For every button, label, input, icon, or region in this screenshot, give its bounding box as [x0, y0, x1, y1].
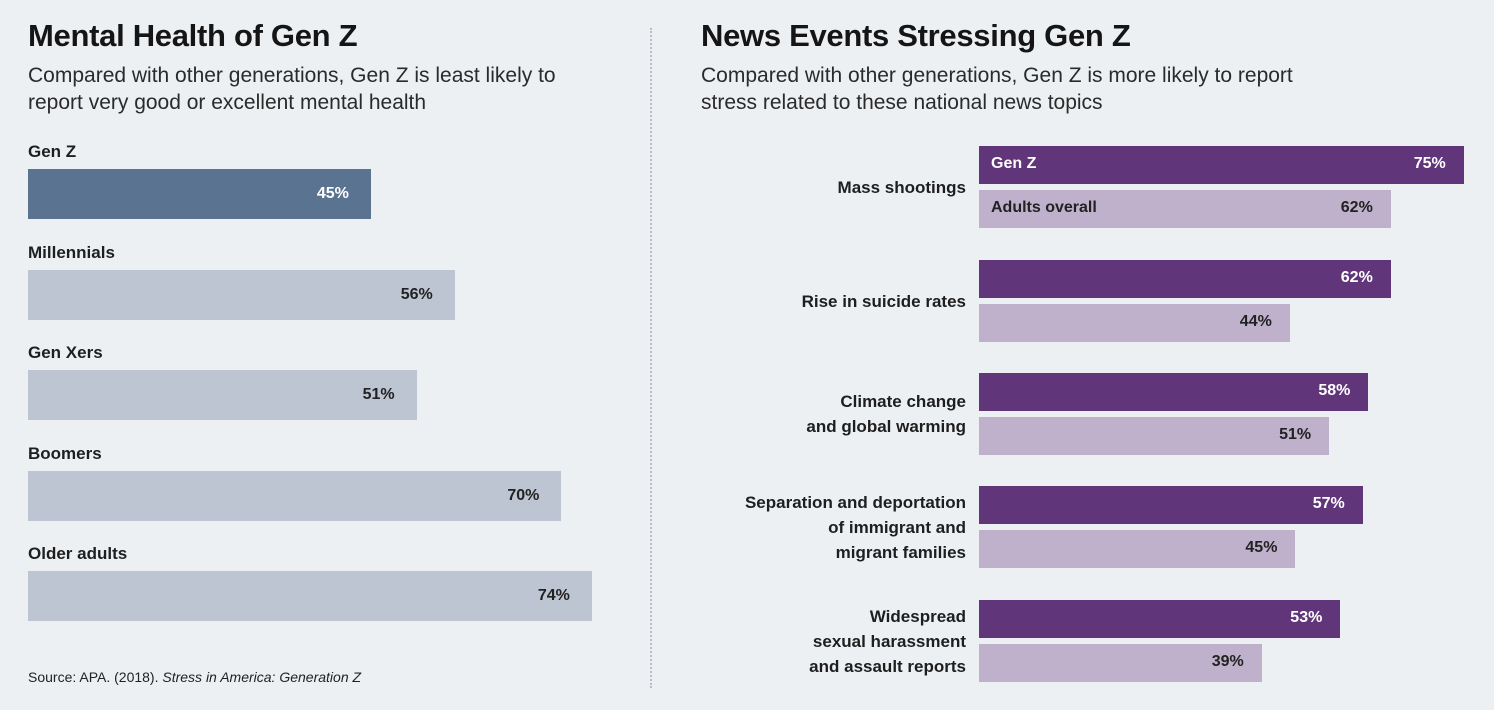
bar-adults-overall: 62% Adults overall [979, 190, 1391, 228]
bar-3: 70% [28, 470, 562, 521]
value-label: 44% [1239, 313, 1272, 330]
value-label: 39% [1211, 653, 1244, 670]
value-label: 62% [1340, 199, 1373, 216]
value-label: 62% [1340, 269, 1373, 286]
category-label: Boomers [28, 443, 102, 463]
category-label: Gen Xers [28, 343, 103, 362]
value-label: 45% [1245, 539, 1278, 556]
value-label: 51% [1279, 426, 1312, 443]
legend-label: Gen Z [991, 155, 1037, 172]
right-chart-subtitle: Compared with other generations, Gen Z i… [701, 64, 1293, 114]
left-chart-title: Mental Health of Gen Z [28, 18, 358, 53]
bar-1: 56% [28, 269, 455, 320]
bar-gen-z: 53% [979, 600, 1341, 638]
value-label: 75% [1413, 155, 1446, 172]
legend-label: Adults overall [991, 199, 1097, 216]
bar-adults-overall: 44% [979, 304, 1290, 342]
value-label: 74% [537, 587, 570, 604]
value-label: 70% [507, 486, 540, 504]
bar-gen-z: 62% [979, 260, 1391, 298]
category-label: Millennials [28, 242, 115, 262]
value-label: 58% [1318, 382, 1351, 399]
value-label: 45% [316, 185, 349, 202]
category-label: Older adults [28, 544, 128, 563]
left-chart-subtitle: Compared with other generations, Gen Z i… [28, 64, 556, 114]
bar-4: 74% [28, 571, 592, 621]
category-label: Climate change and global warming [806, 392, 966, 436]
source-note: Source: APA. (2018). Stress in America: … [28, 669, 361, 685]
value-label: 51% [362, 386, 395, 403]
bar-gen-z: 57% [979, 486, 1363, 524]
category-label: Gen Z [28, 142, 77, 161]
bar-adults-overall: 51% [979, 417, 1330, 455]
source-title: Stress in America: Generation Z [162, 669, 362, 685]
source-prefix: Source: APA. (2018). [28, 669, 163, 685]
bar-adults-overall: 39% [979, 644, 1262, 682]
bar-2: 51% [28, 370, 417, 420]
value-label: 53% [1290, 609, 1323, 626]
bar-adults-overall: 45% [979, 530, 1296, 568]
category-label: Widespread sexual harassment and assault… [809, 606, 966, 676]
category-label: Rise in suicide rates [801, 291, 966, 311]
divider [650, 28, 652, 688]
bar-0: 45% [28, 169, 371, 219]
value-label: 56% [400, 285, 433, 303]
value-label: 57% [1312, 495, 1345, 512]
right-chart-title: News Events Stressing Gen Z [701, 18, 1131, 53]
bar-gen-z: 58% [979, 373, 1369, 411]
category-label: Separation and deportation of immigrant … [744, 492, 966, 562]
category-label: Mass shootings [837, 177, 966, 197]
bar-gen-z: 75% Gen Z [979, 146, 1464, 184]
